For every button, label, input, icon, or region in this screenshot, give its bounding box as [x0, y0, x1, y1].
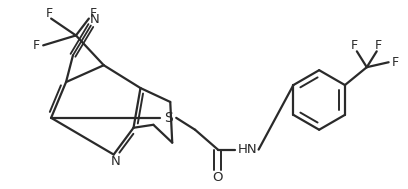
Text: F: F — [392, 56, 399, 69]
Text: F: F — [350, 39, 357, 52]
Text: HN: HN — [238, 143, 257, 156]
Text: F: F — [89, 7, 96, 20]
Text: O: O — [213, 171, 223, 184]
Text: F: F — [46, 7, 53, 20]
Text: F: F — [33, 39, 40, 52]
Text: N: N — [90, 13, 100, 26]
Text: F: F — [375, 39, 382, 52]
Text: N: N — [111, 155, 120, 168]
Text: S: S — [164, 111, 173, 125]
